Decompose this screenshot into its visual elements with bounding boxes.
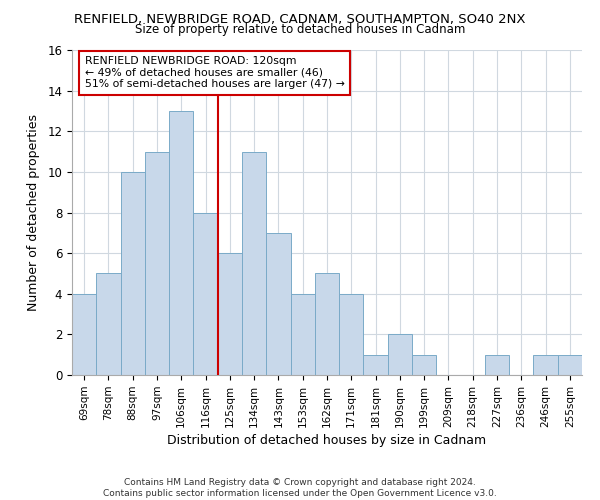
Bar: [121, 172, 145, 375]
Bar: [145, 152, 169, 375]
Y-axis label: Number of detached properties: Number of detached properties: [28, 114, 40, 311]
X-axis label: Distribution of detached houses by size in Cadnam: Distribution of detached houses by size …: [167, 434, 487, 447]
Text: Size of property relative to detached houses in Cadnam: Size of property relative to detached ho…: [135, 22, 465, 36]
Bar: [388, 334, 412, 375]
Bar: [339, 294, 364, 375]
Bar: [364, 354, 388, 375]
Text: RENFIELD NEWBRIDGE ROAD: 120sqm
← 49% of detached houses are smaller (46)
51% of: RENFIELD NEWBRIDGE ROAD: 120sqm ← 49% of…: [85, 56, 344, 90]
Text: Contains HM Land Registry data © Crown copyright and database right 2024.
Contai: Contains HM Land Registry data © Crown c…: [103, 478, 497, 498]
Bar: [169, 111, 193, 375]
Bar: [290, 294, 315, 375]
Bar: [558, 354, 582, 375]
Bar: [412, 354, 436, 375]
Bar: [218, 253, 242, 375]
Text: RENFIELD, NEWBRIDGE ROAD, CADNAM, SOUTHAMPTON, SO40 2NX: RENFIELD, NEWBRIDGE ROAD, CADNAM, SOUTHA…: [74, 12, 526, 26]
Bar: [242, 152, 266, 375]
Bar: [485, 354, 509, 375]
Bar: [96, 274, 121, 375]
Bar: [72, 294, 96, 375]
Bar: [533, 354, 558, 375]
Bar: [193, 212, 218, 375]
Bar: [315, 274, 339, 375]
Bar: [266, 233, 290, 375]
